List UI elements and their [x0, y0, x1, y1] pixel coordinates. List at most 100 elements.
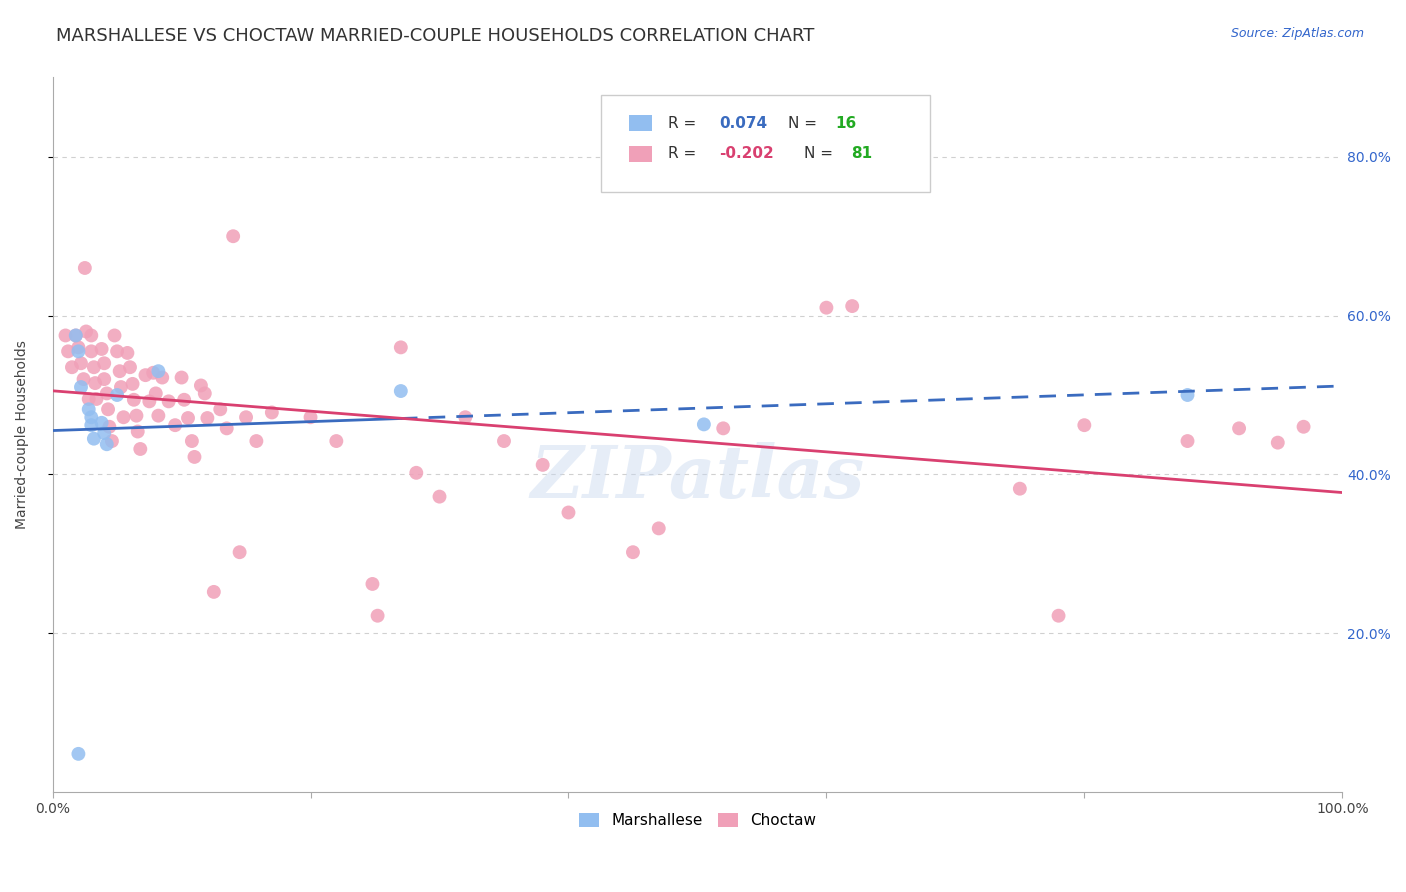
- Point: [73, 260, 96, 275]
- Text: 16: 16: [835, 116, 856, 130]
- Point: [56, 344, 79, 359]
- Point: [103, 328, 125, 343]
- Point: [67, 340, 90, 354]
- Point: [711, 421, 734, 435]
- Point: [190, 378, 212, 392]
- Point: [245, 434, 267, 448]
- Point: [108, 364, 131, 378]
- Text: N =: N =: [804, 146, 838, 161]
- Point: [80, 418, 103, 433]
- Point: [96, 386, 118, 401]
- Point: [125, 409, 148, 423]
- Point: [90, 342, 112, 356]
- Point: [86, 392, 108, 406]
- Text: R =: R =: [668, 116, 702, 130]
- Point: [121, 376, 143, 391]
- Point: [815, 301, 838, 315]
- FancyBboxPatch shape: [628, 146, 652, 161]
- Point: [165, 418, 187, 433]
- Point: [648, 521, 671, 535]
- Point: [215, 421, 238, 435]
- Point: [531, 458, 554, 472]
- Point: [150, 370, 173, 384]
- Point: [118, 360, 141, 375]
- Point: [80, 410, 103, 425]
- Point: [67, 344, 90, 359]
- Point: [145, 386, 167, 401]
- Point: [235, 410, 257, 425]
- Point: [693, 417, 716, 432]
- Point: [841, 299, 863, 313]
- Point: [325, 434, 347, 448]
- Point: [134, 368, 156, 383]
- Point: [105, 388, 128, 402]
- Point: [228, 545, 250, 559]
- Point: [173, 392, 195, 407]
- Point: [97, 402, 120, 417]
- Point: [80, 344, 103, 359]
- Point: [361, 577, 384, 591]
- Text: MARSHALLESE VS CHOCTAW MARRIED-COUPLE HOUSEHOLDS CORRELATION CHART: MARSHALLESE VS CHOCTAW MARRIED-COUPLE HO…: [56, 27, 814, 45]
- Point: [148, 364, 170, 378]
- Point: [77, 402, 100, 417]
- Text: R =: R =: [668, 146, 702, 161]
- Point: [405, 466, 427, 480]
- Point: [80, 328, 103, 343]
- Point: [101, 434, 124, 448]
- Point: [1292, 419, 1315, 434]
- Point: [65, 328, 87, 343]
- Point: [84, 376, 107, 390]
- Text: Source: ZipAtlas.com: Source: ZipAtlas.com: [1230, 27, 1364, 40]
- Point: [222, 229, 245, 244]
- Point: [1177, 434, 1199, 448]
- Point: [110, 380, 132, 394]
- Legend: Marshallese, Choctaw: Marshallese, Choctaw: [572, 806, 823, 834]
- Point: [83, 432, 105, 446]
- Point: [260, 405, 283, 419]
- Point: [1047, 608, 1070, 623]
- Point: [96, 437, 118, 451]
- Point: [117, 346, 139, 360]
- Point: [157, 394, 180, 409]
- Point: [148, 409, 170, 423]
- Point: [621, 545, 644, 559]
- Point: [70, 380, 93, 394]
- Text: -0.202: -0.202: [720, 146, 775, 161]
- Point: [129, 442, 152, 456]
- Point: [194, 386, 217, 401]
- Point: [112, 410, 135, 425]
- Text: 0.074: 0.074: [720, 116, 768, 130]
- Point: [170, 370, 193, 384]
- Point: [1227, 421, 1250, 435]
- Point: [202, 585, 225, 599]
- Point: [389, 340, 412, 354]
- Text: 81: 81: [851, 146, 872, 161]
- Point: [180, 434, 202, 448]
- Point: [1073, 418, 1095, 433]
- Point: [1267, 435, 1289, 450]
- Point: [83, 360, 105, 375]
- Point: [90, 416, 112, 430]
- Point: [1008, 482, 1031, 496]
- Point: [75, 325, 97, 339]
- Point: [70, 356, 93, 370]
- Point: [367, 608, 389, 623]
- FancyBboxPatch shape: [628, 115, 652, 131]
- Point: [65, 328, 87, 343]
- Point: [454, 410, 477, 425]
- Point: [72, 372, 94, 386]
- Point: [93, 356, 115, 370]
- Text: N =: N =: [787, 116, 821, 130]
- Point: [429, 490, 451, 504]
- Y-axis label: Married-couple Households: Married-couple Households: [15, 340, 30, 529]
- Point: [77, 392, 100, 406]
- Point: [55, 328, 77, 343]
- Point: [60, 360, 83, 375]
- Point: [138, 394, 160, 409]
- Point: [1177, 388, 1199, 402]
- Point: [195, 411, 218, 425]
- Point: [177, 411, 200, 425]
- FancyBboxPatch shape: [600, 95, 929, 192]
- Point: [105, 344, 128, 359]
- Point: [67, 747, 90, 761]
